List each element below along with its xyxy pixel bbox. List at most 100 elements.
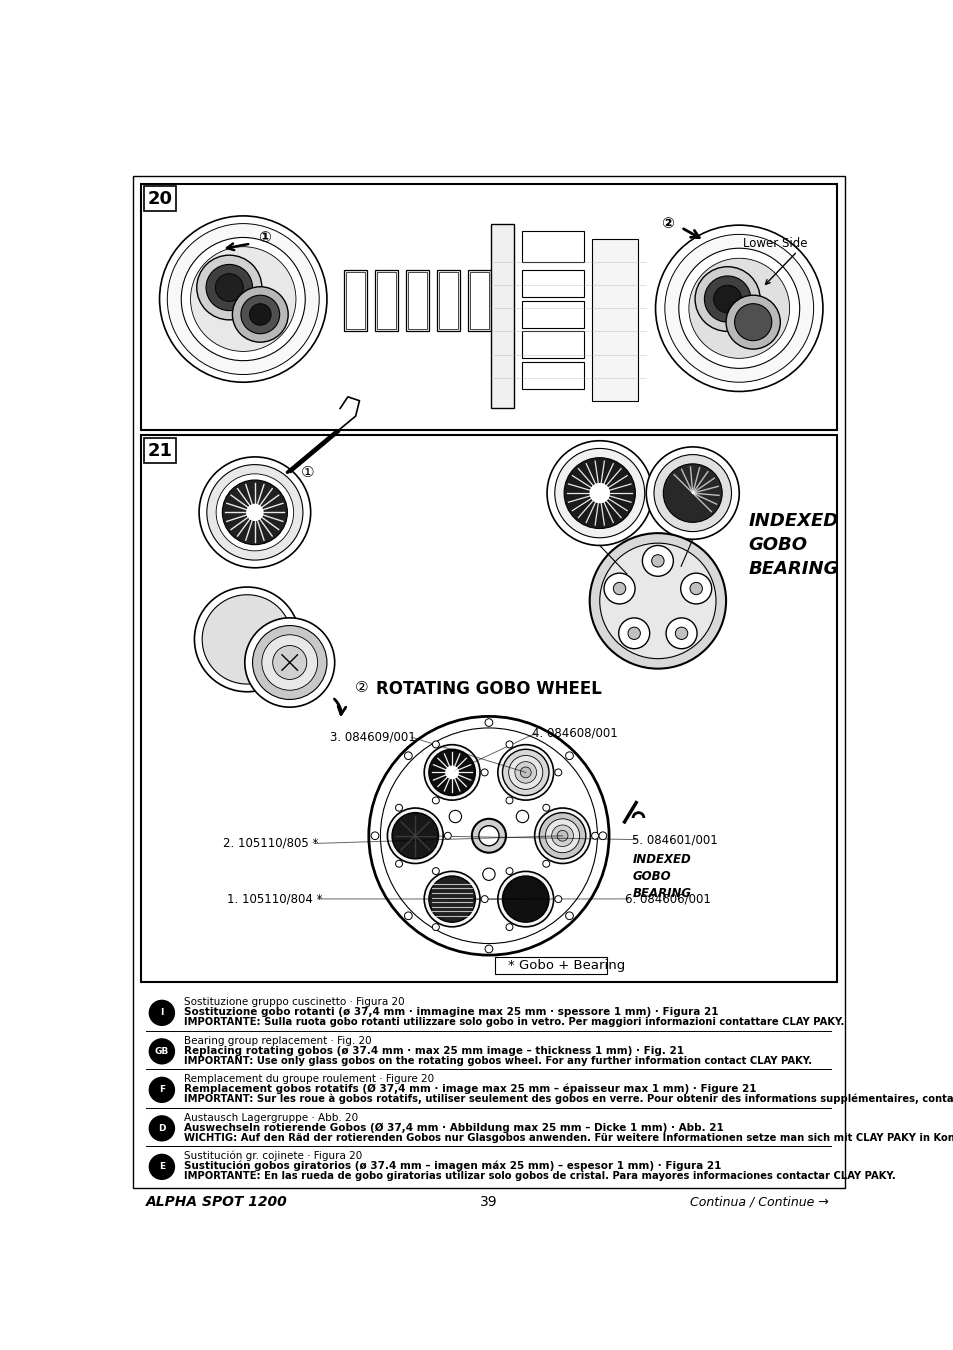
Circle shape [565, 752, 573, 760]
Circle shape [725, 296, 780, 350]
Text: Auswechseln rotierende Gobos (Ø 37,4 mm · Abbildung max 25 mm – Dicke 1 mm) · Ab: Auswechseln rotierende Gobos (Ø 37,4 mm … [183, 1122, 722, 1133]
Text: Lower Side: Lower Side [742, 238, 806, 250]
Circle shape [505, 868, 513, 875]
Circle shape [515, 761, 536, 783]
Text: Sostituzione gruppo cuscinetto · Figura 20: Sostituzione gruppo cuscinetto · Figura … [183, 998, 404, 1007]
Circle shape [555, 769, 561, 776]
Circle shape [538, 813, 585, 859]
Text: 3. 084609/001: 3. 084609/001 [329, 730, 415, 744]
Circle shape [688, 258, 789, 358]
Circle shape [613, 582, 625, 595]
FancyArrowPatch shape [335, 699, 345, 714]
Circle shape [484, 718, 493, 726]
Circle shape [505, 923, 513, 930]
Text: IMPORTANT: Sur les roue à gobos rotatifs, utiliser seulement des gobos en verre.: IMPORTANT: Sur les roue à gobos rotatifs… [183, 1094, 953, 1104]
Text: Remplacement gobos rotatifs (Ø 37,4 mm · image max 25 mm – épaisseur max 1 mm) ·: Remplacement gobos rotatifs (Ø 37,4 mm ·… [183, 1084, 756, 1095]
Circle shape [484, 945, 493, 953]
Bar [521, 270, 583, 297]
Circle shape [245, 504, 264, 521]
Circle shape [245, 618, 335, 707]
Circle shape [432, 868, 439, 875]
Circle shape [261, 634, 317, 690]
Circle shape [555, 895, 561, 903]
Bar [344, 270, 367, 331]
Circle shape [432, 796, 439, 803]
Circle shape [703, 275, 750, 323]
Circle shape [444, 833, 451, 840]
Bar [468, 270, 491, 331]
Circle shape [233, 286, 288, 342]
Text: Austausch Lagergruppe · Abb. 20: Austausch Lagergruppe · Abb. 20 [183, 1112, 357, 1123]
Circle shape [191, 247, 295, 351]
Text: Sustitución gr. cojinete · Figura 20: Sustitución gr. cojinete · Figura 20 [183, 1150, 361, 1161]
Circle shape [588, 482, 610, 504]
Text: ①: ① [258, 230, 271, 244]
Circle shape [641, 545, 673, 576]
Circle shape [557, 830, 567, 841]
Circle shape [253, 625, 327, 699]
Circle shape [249, 304, 271, 325]
Bar [521, 231, 583, 262]
Bar [495, 957, 607, 975]
Circle shape [551, 825, 573, 846]
Text: 39: 39 [479, 1195, 497, 1210]
Text: ②: ② [660, 216, 673, 231]
Text: Sustitución gobos giratorios (ø 37.4 mm – imagen máx 25 mm) – espesor 1 mm) · Fi: Sustitución gobos giratorios (ø 37.4 mm … [183, 1161, 720, 1172]
Bar [141, 435, 836, 981]
Bar [521, 301, 583, 328]
Circle shape [181, 238, 305, 360]
Bar [375, 270, 397, 331]
Text: 4. 084608/001: 4. 084608/001 [531, 726, 617, 740]
Circle shape [395, 860, 402, 867]
Circle shape [516, 810, 528, 822]
Circle shape [196, 255, 261, 320]
Circle shape [591, 833, 598, 840]
Text: WICHTIG: Auf den Räd der rotierenden Gobos nur Glasgobos anwenden. Für weitere I: WICHTIG: Auf den Räd der rotierenden Gob… [183, 1133, 953, 1142]
Circle shape [598, 832, 606, 840]
Bar [521, 362, 583, 389]
Circle shape [695, 267, 760, 331]
Circle shape [429, 876, 475, 922]
Text: F: F [158, 1085, 165, 1095]
Text: D: D [158, 1123, 166, 1133]
Text: 21: 21 [147, 441, 172, 459]
FancyArrowPatch shape [683, 228, 699, 238]
Circle shape [734, 304, 771, 340]
Circle shape [404, 752, 412, 760]
Text: Replacing rotating gobos (ø 37.4 mm · max 25 mm image – thickness 1 mm) · Fig. 2: Replacing rotating gobos (ø 37.4 mm · ma… [183, 1046, 683, 1056]
Circle shape [404, 913, 412, 919]
Text: Sostituzione gobo rotanti (ø 37,4 mm · immagine max 25 mm · spessore 1 mm) · Fig: Sostituzione gobo rotanti (ø 37,4 mm · i… [183, 1007, 718, 1017]
Text: IMPORTANTE: En las rueda de gobo giratorias utilizar solo gobos de cristal. Para: IMPORTANTE: En las rueda de gobo girator… [183, 1170, 894, 1181]
Text: Continua / Continue →: Continua / Continue → [690, 1196, 828, 1208]
Circle shape [150, 1000, 174, 1025]
Circle shape [273, 645, 307, 679]
Circle shape [432, 923, 439, 930]
Circle shape [618, 618, 649, 649]
Bar [346, 273, 365, 329]
Circle shape [432, 741, 439, 748]
Circle shape [713, 285, 740, 313]
Circle shape [508, 756, 542, 790]
Circle shape [534, 809, 590, 864]
Text: Bearing group replacement · Fig. 20: Bearing group replacement · Fig. 20 [183, 1035, 371, 1045]
Circle shape [395, 805, 402, 811]
Bar [491, 224, 514, 409]
Text: 2. 105110/805 *: 2. 105110/805 * [223, 837, 318, 850]
Circle shape [480, 769, 488, 776]
Text: Remplacement du groupe roulement · Figure 20: Remplacement du groupe roulement · Figur… [183, 1075, 434, 1084]
Circle shape [627, 628, 639, 640]
Bar [470, 273, 488, 329]
Text: IMPORTANTE: Sulla ruota gobo rotanti utilizzare solo gobo in vetro. Per maggiori: IMPORTANTE: Sulla ruota gobo rotanti uti… [183, 1017, 843, 1027]
Circle shape [665, 618, 697, 649]
Circle shape [662, 464, 721, 522]
Bar [408, 273, 427, 329]
Circle shape [369, 717, 608, 954]
Circle shape [150, 1077, 174, 1102]
Text: 6. 084606/001: 6. 084606/001 [624, 892, 710, 906]
Text: ②: ② [355, 679, 368, 695]
FancyArrowPatch shape [227, 243, 248, 250]
Circle shape [150, 1154, 174, 1179]
Circle shape [241, 296, 279, 333]
Circle shape [150, 1116, 174, 1141]
Circle shape [589, 533, 725, 668]
